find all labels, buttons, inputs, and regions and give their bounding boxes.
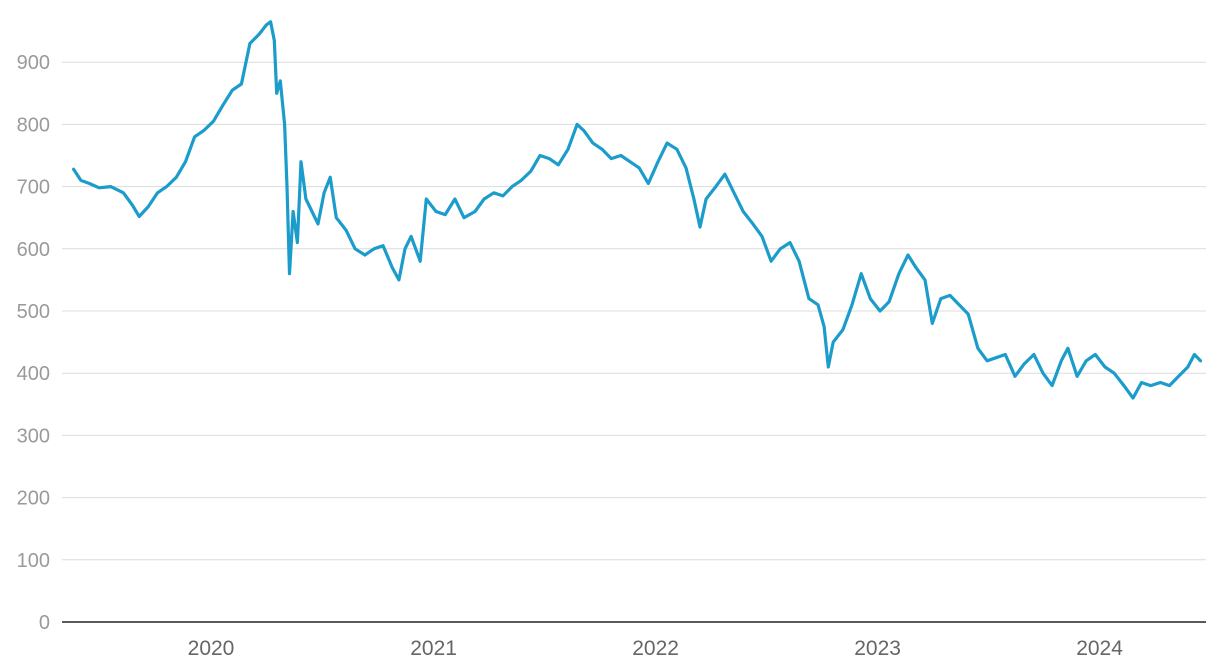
series-layer xyxy=(72,20,1203,400)
y-tick-label: 400 xyxy=(17,363,50,385)
x-tick-label: 2021 xyxy=(410,637,457,660)
y-tick-label: 500 xyxy=(17,301,50,323)
y-tick-label: 600 xyxy=(17,239,50,261)
x-tick-label: 2020 xyxy=(188,637,235,660)
x-tick-label: 2022 xyxy=(632,637,679,660)
y-tick-label: 300 xyxy=(17,425,50,447)
x-axis-ticks: 2020 2021 2022 2023 2024 xyxy=(188,637,1124,660)
x-tick-label: 2023 xyxy=(854,637,901,660)
x-tick-label: 2024 xyxy=(1076,637,1123,660)
y-tick-label: 200 xyxy=(17,488,50,510)
series-line-0 xyxy=(72,20,1203,400)
y-tick-label: 900 xyxy=(17,52,50,74)
y-tick-label: 800 xyxy=(17,114,50,136)
y-tick-label: 0 xyxy=(39,612,50,634)
y-axis-ticks: 0 100 200 300 400 500 600 700 800 900 xyxy=(17,52,50,634)
y-tick-label: 700 xyxy=(17,177,50,199)
gridlines xyxy=(62,61,1206,561)
y-tick-label: 100 xyxy=(17,550,50,572)
